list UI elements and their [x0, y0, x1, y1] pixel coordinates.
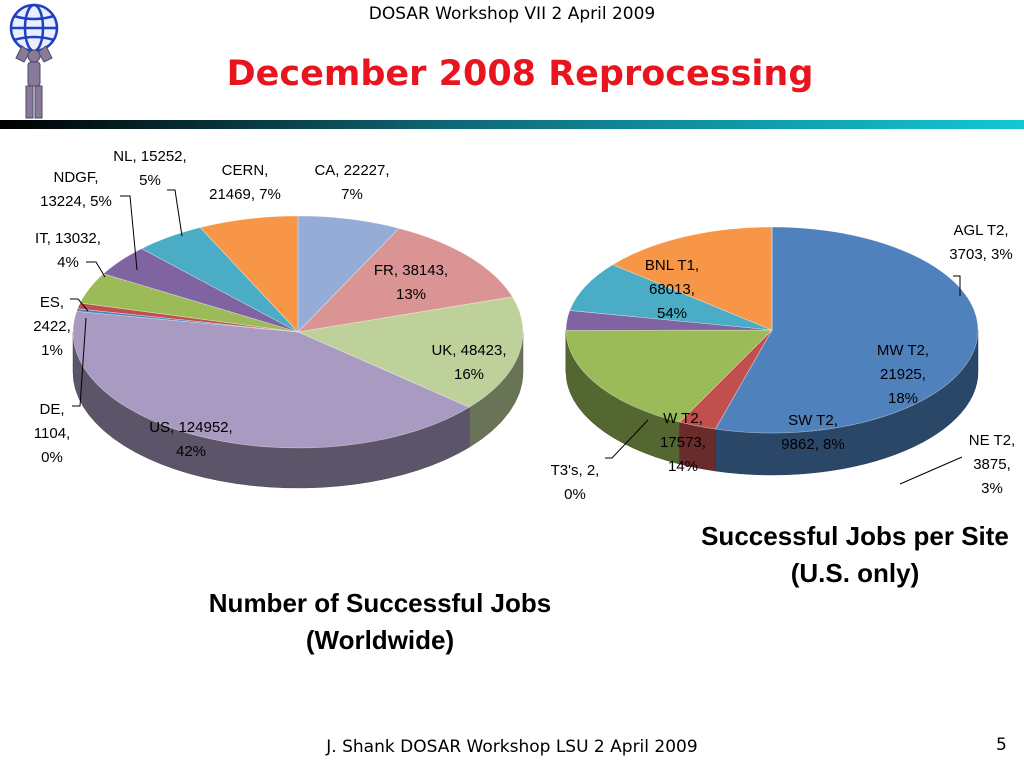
- data-label-agl-t2: AGL T2, 3703, 3%: [949, 222, 1012, 263]
- pie-slice-cern: [199, 215, 299, 333]
- data-label-it: IT, 13032, 4%: [35, 230, 101, 271]
- left-caption-line-2: (Worldwide): [305, 625, 455, 655]
- globe-icon: [9, 3, 59, 53]
- leader-line-agl-t2: [953, 275, 961, 296]
- footer-text: J. Shank DOSAR Workshop LSU 2 April 2009: [326, 737, 698, 757]
- pie-chart-worldwide: CA, 22227, 7% FR, 38143, 13% UK, 48423, 16% US…: [33, 148, 524, 489]
- leader-line-es: [70, 298, 89, 312]
- data-label-ndgf: NDGF, 13224, 5%: [40, 169, 112, 210]
- slide-title: December 2008 Reprocessing: [226, 54, 814, 94]
- page-number: 5: [996, 735, 1007, 755]
- pie-slice-w-t2: [612, 226, 773, 331]
- leader-line-ndgf: [120, 195, 138, 271]
- leader-line-it: [86, 261, 106, 278]
- pie-slice-mw-t2: [565, 329, 773, 423]
- right-caption-line-1: Successful Jobs per Site: [701, 521, 1009, 551]
- leader-line-nl: [167, 189, 183, 237]
- left-caption-line-1: Number of Successful Jobs: [208, 588, 552, 618]
- data-label-ne-t2: NE T2, 3875, 3%: [969, 432, 1015, 497]
- leader-line-ne-t2: [899, 456, 963, 485]
- data-label-w-t2: W T2, 17573, 14%: [660, 410, 706, 475]
- pie-chart-us-sites: BNL T1, 68013, 54% AGL T2, 3703, 3% MW T2, 219…: [551, 222, 1016, 503]
- header-text: DOSAR Workshop VII 2 April 2009: [368, 4, 656, 24]
- title-rule: [0, 120, 1024, 129]
- leader-line-t3-s: [605, 419, 649, 459]
- atlas-logo: [9, 3, 59, 119]
- data-label-us: US, 124952, 42%: [149, 419, 232, 460]
- data-label-de: DE, 1104, 0%: [34, 401, 70, 466]
- right-chart-caption: Successful Jobs per Site (U.S. only): [670, 518, 1024, 592]
- data-label-nl: NL, 15252, 5%: [113, 148, 186, 189]
- data-label-sw-t2: SW T2, 9862, 8%: [781, 412, 844, 453]
- pie-slice-bnl-t1: [714, 226, 979, 434]
- data-label-fr: FR, 38143, 13%: [374, 262, 448, 303]
- data-label-uk: UK, 48423, 16%: [431, 342, 506, 383]
- right-caption-line-2: (U.S. only): [790, 558, 920, 588]
- leader-line-de: [72, 317, 87, 407]
- data-label-mw-t2: MW T2, 21925, 18%: [877, 342, 929, 407]
- atlas-figure-icon: [15, 45, 53, 119]
- pie-slice-ca: [297, 215, 400, 333]
- pie-slice-sw-t2: [569, 264, 773, 331]
- data-label-bnl-t1: BNL T1, 68013, 54%: [645, 257, 699, 322]
- pie-slice-us: [72, 311, 470, 449]
- left-chart-caption: Number of Successful Jobs (Worldwide): [160, 585, 600, 659]
- pie-slice-uk: [296, 296, 524, 408]
- data-label-ca: CA, 22227, 7%: [314, 162, 389, 203]
- data-label-es: ES, 2422, 1%: [33, 294, 71, 359]
- data-label-t3-s: T3's, 2, 0%: [551, 462, 600, 503]
- data-label-cern: CERN, 21469, 7%: [209, 162, 281, 203]
- pie-slice-fr: [297, 227, 513, 333]
